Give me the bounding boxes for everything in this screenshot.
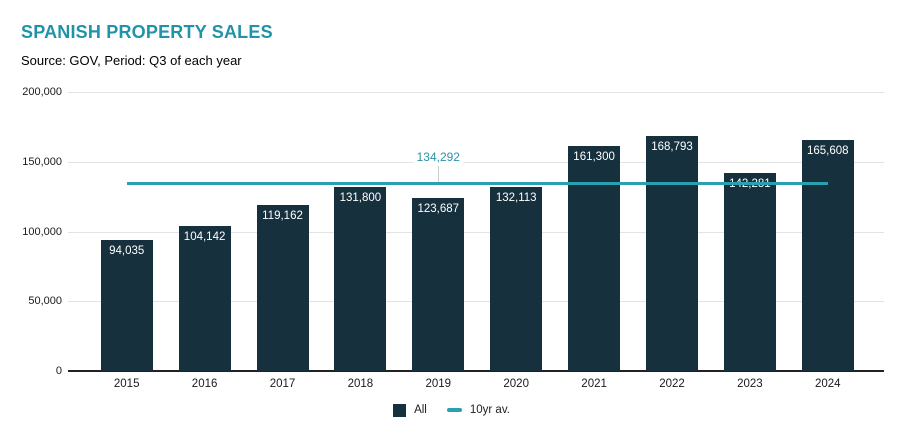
x-tick-2015: 2015 xyxy=(113,378,140,390)
average-line xyxy=(126,182,828,186)
bar-label-2018: 131,800 xyxy=(339,192,382,205)
x-tick-2018: 2018 xyxy=(347,378,374,390)
bar-label-2015: 94,035 xyxy=(109,244,145,257)
y-tick-150000: 150,000 xyxy=(22,155,62,168)
x-axis-line xyxy=(68,370,884,372)
bar-2016[interactable]: 104,142 xyxy=(178,225,231,371)
legend: All 10yr av. xyxy=(0,403,903,417)
x-tick-2022: 2022 xyxy=(659,378,685,390)
bar-label-2016: 104,142 xyxy=(183,230,226,243)
x-tick-2020: 2020 xyxy=(503,378,529,390)
legend-label-all: All xyxy=(414,404,427,416)
legend-line-swatch-icon xyxy=(446,408,462,412)
y-tick-200000: 200,000 xyxy=(22,86,62,98)
bar-2024[interactable]: 165,608 xyxy=(801,139,854,371)
legend-label-10yr-av: 10yr av. xyxy=(469,404,510,416)
gridline-150000 xyxy=(68,161,884,163)
bar-2020[interactable]: 132,113 xyxy=(490,186,543,371)
bar-2018[interactable]: 131,800 xyxy=(334,187,387,371)
bar-label-2020: 132,113 xyxy=(495,191,537,204)
y-tick-50000: 50,000 xyxy=(28,295,62,308)
annotation-leader-line xyxy=(438,166,440,183)
bar-label-2022: 168,793 xyxy=(651,140,693,153)
gridline-100000 xyxy=(68,231,884,233)
bar-2019[interactable]: 123,687 xyxy=(412,198,465,371)
y-tick-0: 0 xyxy=(55,365,62,377)
gridline-50000 xyxy=(68,301,884,303)
average-annotation: 134,292 xyxy=(413,150,463,165)
bar-label-2019: 123,687 xyxy=(417,203,460,216)
x-tick-2019: 2019 xyxy=(425,378,452,390)
y-tick-100000: 100,000 xyxy=(22,225,62,238)
chart-subtitle: Source: GOV, Period: Q3 of each year xyxy=(21,53,242,68)
bar-2021[interactable]: 161,300 xyxy=(568,145,621,371)
bar-label-2017: 119,162 xyxy=(262,209,303,222)
x-tick-2023: 2023 xyxy=(737,378,763,390)
chart-title: SPANISH PROPERTY SALES xyxy=(21,22,273,42)
bar-2023[interactable]: 142,281 xyxy=(723,172,776,371)
bar-2015[interactable]: 94,035 xyxy=(100,239,153,371)
x-tick-2017: 2017 xyxy=(269,378,296,390)
x-tick-2024: 2024 xyxy=(815,378,841,390)
bar-2017[interactable]: 119,162 xyxy=(256,204,309,371)
legend-bar-swatch-icon xyxy=(393,403,407,417)
bar-label-2021: 161,300 xyxy=(573,150,615,163)
gridline-200000 xyxy=(68,92,884,93)
bar-label-2024: 165,608 xyxy=(807,144,849,157)
x-tick-2021: 2021 xyxy=(581,378,607,390)
bar-2022[interactable]: 168,793 xyxy=(646,135,698,371)
x-tick-2016: 2016 xyxy=(191,378,218,390)
